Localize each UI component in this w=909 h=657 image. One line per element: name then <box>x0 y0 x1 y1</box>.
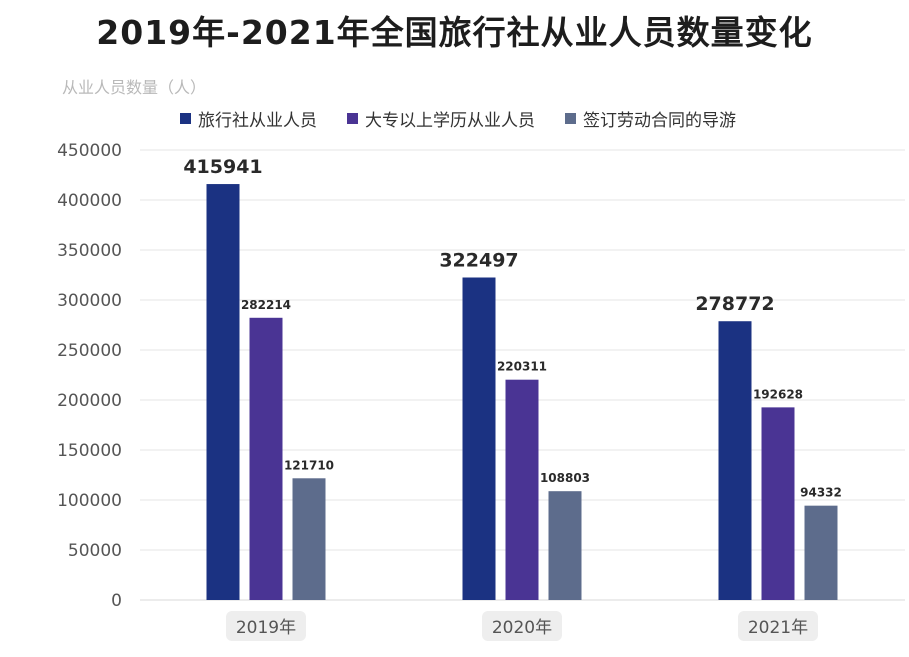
bar <box>292 478 326 600</box>
y-tick-label: 150000 <box>57 441 122 461</box>
legend: 旅行社从业人员 大专以上学历从业人员 签订劳动合同的导游 <box>180 106 736 131</box>
data-label: 94332 <box>800 486 842 500</box>
legend-item-series-3: 签订劳动合同的导游 <box>565 106 736 131</box>
data-label: 322497 <box>439 250 518 272</box>
y-tick-label: 200000 <box>57 391 122 411</box>
legend-label-series-2: 大专以上学历从业人员 <box>365 111 535 131</box>
category-label: 2020年 <box>492 618 552 638</box>
data-label: 220311 <box>497 360 547 374</box>
category-label-background <box>226 611 306 641</box>
chart-title: 2019年-2021年全国旅行社从业人员数量变化 <box>96 13 813 52</box>
y-tick-label: 400000 <box>57 191 122 211</box>
bar <box>804 505 838 600</box>
legend-label-series-1: 旅行社从业人员 <box>198 111 317 131</box>
category-label: 2021年 <box>748 618 808 638</box>
legend-swatch-series-1 <box>180 113 191 124</box>
data-label: 282214 <box>241 298 291 312</box>
bar <box>548 491 582 600</box>
data-label: 108803 <box>540 471 590 485</box>
legend-label-series-3: 签订劳动合同的导游 <box>583 111 736 131</box>
legend-item-series-2: 大专以上学历从业人员 <box>347 106 535 131</box>
y-tick-label: 300000 <box>57 291 122 311</box>
data-label: 192628 <box>753 387 803 401</box>
y-tick-label: 350000 <box>57 241 122 261</box>
legend-swatch-series-3 <box>565 113 576 124</box>
legend-item-series-1: 旅行社从业人员 <box>180 106 317 131</box>
bar <box>505 379 539 600</box>
y-tick-label: 0 <box>111 591 122 611</box>
bar <box>249 317 283 600</box>
y-tick-label: 100000 <box>57 491 122 511</box>
bar <box>718 321 752 600</box>
y-tick-label: 250000 <box>57 341 122 361</box>
category-label: 2019年 <box>236 618 296 638</box>
y-axis-unit-label: 从业人员数量（人） <box>62 78 207 97</box>
category-label-background <box>482 611 562 641</box>
bar <box>206 184 240 600</box>
category-label-background <box>738 611 818 641</box>
y-tick-label: 50000 <box>68 541 122 561</box>
bar <box>462 277 496 600</box>
bar <box>761 407 795 600</box>
data-label: 278772 <box>695 293 774 315</box>
legend-swatch-series-2 <box>347 113 358 124</box>
data-label: 121710 <box>284 458 334 472</box>
y-tick-label: 450000 <box>57 141 122 161</box>
data-label: 415941 <box>183 156 262 178</box>
